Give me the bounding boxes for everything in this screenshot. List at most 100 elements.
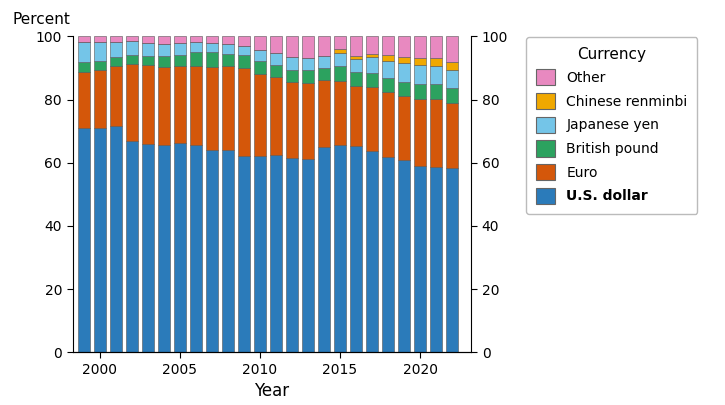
Bar: [334, 36, 346, 49]
Bar: [430, 99, 442, 166]
Bar: [350, 86, 362, 146]
Bar: [430, 58, 442, 66]
Bar: [350, 146, 362, 352]
Bar: [446, 36, 458, 62]
Bar: [142, 43, 154, 56]
Bar: [270, 77, 282, 155]
Bar: [174, 43, 186, 55]
Bar: [190, 36, 202, 42]
Bar: [158, 36, 170, 44]
Bar: [254, 74, 266, 156]
Bar: [125, 36, 138, 41]
Bar: [174, 55, 186, 66]
Bar: [430, 84, 442, 99]
Legend: Other, Chinese renminbi, Japanese yen, British pound, Euro, U.S. dollar: Other, Chinese renminbi, Japanese yen, B…: [526, 37, 697, 213]
Bar: [94, 70, 106, 128]
Bar: [382, 36, 394, 55]
Bar: [382, 62, 394, 78]
Bar: [318, 56, 330, 68]
Bar: [158, 56, 170, 67]
Bar: [286, 158, 298, 352]
X-axis label: Year: Year: [254, 382, 289, 400]
Bar: [334, 81, 346, 145]
Bar: [158, 67, 170, 145]
Bar: [174, 66, 186, 143]
Bar: [286, 36, 298, 57]
Bar: [398, 82, 410, 96]
Bar: [350, 59, 362, 72]
Bar: [318, 147, 330, 352]
Bar: [78, 72, 90, 128]
Bar: [206, 67, 218, 150]
Bar: [430, 166, 442, 352]
Bar: [318, 80, 330, 147]
Bar: [78, 62, 90, 72]
Bar: [334, 49, 346, 53]
Bar: [254, 62, 266, 74]
Bar: [382, 92, 394, 157]
Bar: [414, 58, 426, 65]
Bar: [414, 99, 426, 166]
Bar: [430, 36, 442, 58]
Bar: [238, 156, 250, 352]
Bar: [254, 50, 266, 62]
Bar: [78, 36, 90, 42]
Bar: [142, 145, 154, 352]
Bar: [109, 43, 122, 57]
Bar: [222, 150, 234, 352]
Bar: [78, 42, 90, 62]
Bar: [190, 66, 202, 145]
Bar: [382, 78, 394, 92]
Bar: [350, 36, 362, 56]
Bar: [366, 87, 378, 151]
Bar: [238, 36, 250, 46]
Bar: [94, 36, 106, 42]
Bar: [142, 56, 154, 64]
Bar: [398, 63, 410, 82]
Bar: [238, 46, 250, 55]
Bar: [366, 57, 378, 73]
Bar: [125, 64, 138, 141]
Bar: [334, 66, 346, 81]
Text: Percent: Percent: [13, 12, 70, 27]
Bar: [398, 36, 410, 57]
Bar: [350, 72, 362, 86]
Bar: [222, 66, 234, 150]
Bar: [94, 42, 106, 61]
Bar: [366, 151, 378, 352]
Bar: [238, 55, 250, 68]
Bar: [398, 57, 410, 63]
Bar: [334, 145, 346, 352]
Bar: [158, 44, 170, 56]
Bar: [398, 160, 410, 352]
Bar: [286, 70, 298, 82]
Bar: [446, 168, 458, 352]
Bar: [222, 36, 234, 44]
Bar: [270, 64, 282, 77]
Bar: [398, 96, 410, 160]
Bar: [94, 128, 106, 352]
Bar: [302, 36, 314, 58]
Bar: [174, 143, 186, 352]
Bar: [206, 52, 218, 67]
Bar: [125, 141, 138, 352]
Bar: [350, 56, 362, 59]
Bar: [206, 43, 218, 52]
Bar: [174, 36, 186, 43]
Bar: [318, 36, 330, 56]
Bar: [286, 57, 298, 70]
Bar: [334, 53, 346, 66]
Bar: [446, 70, 458, 87]
Bar: [366, 36, 378, 53]
Bar: [142, 36, 154, 43]
Bar: [414, 65, 426, 84]
Bar: [109, 36, 122, 43]
Bar: [414, 36, 426, 58]
Bar: [94, 61, 106, 70]
Bar: [382, 157, 394, 352]
Bar: [125, 55, 138, 64]
Bar: [270, 155, 282, 352]
Bar: [109, 57, 122, 66]
Bar: [109, 66, 122, 126]
Bar: [222, 44, 234, 54]
